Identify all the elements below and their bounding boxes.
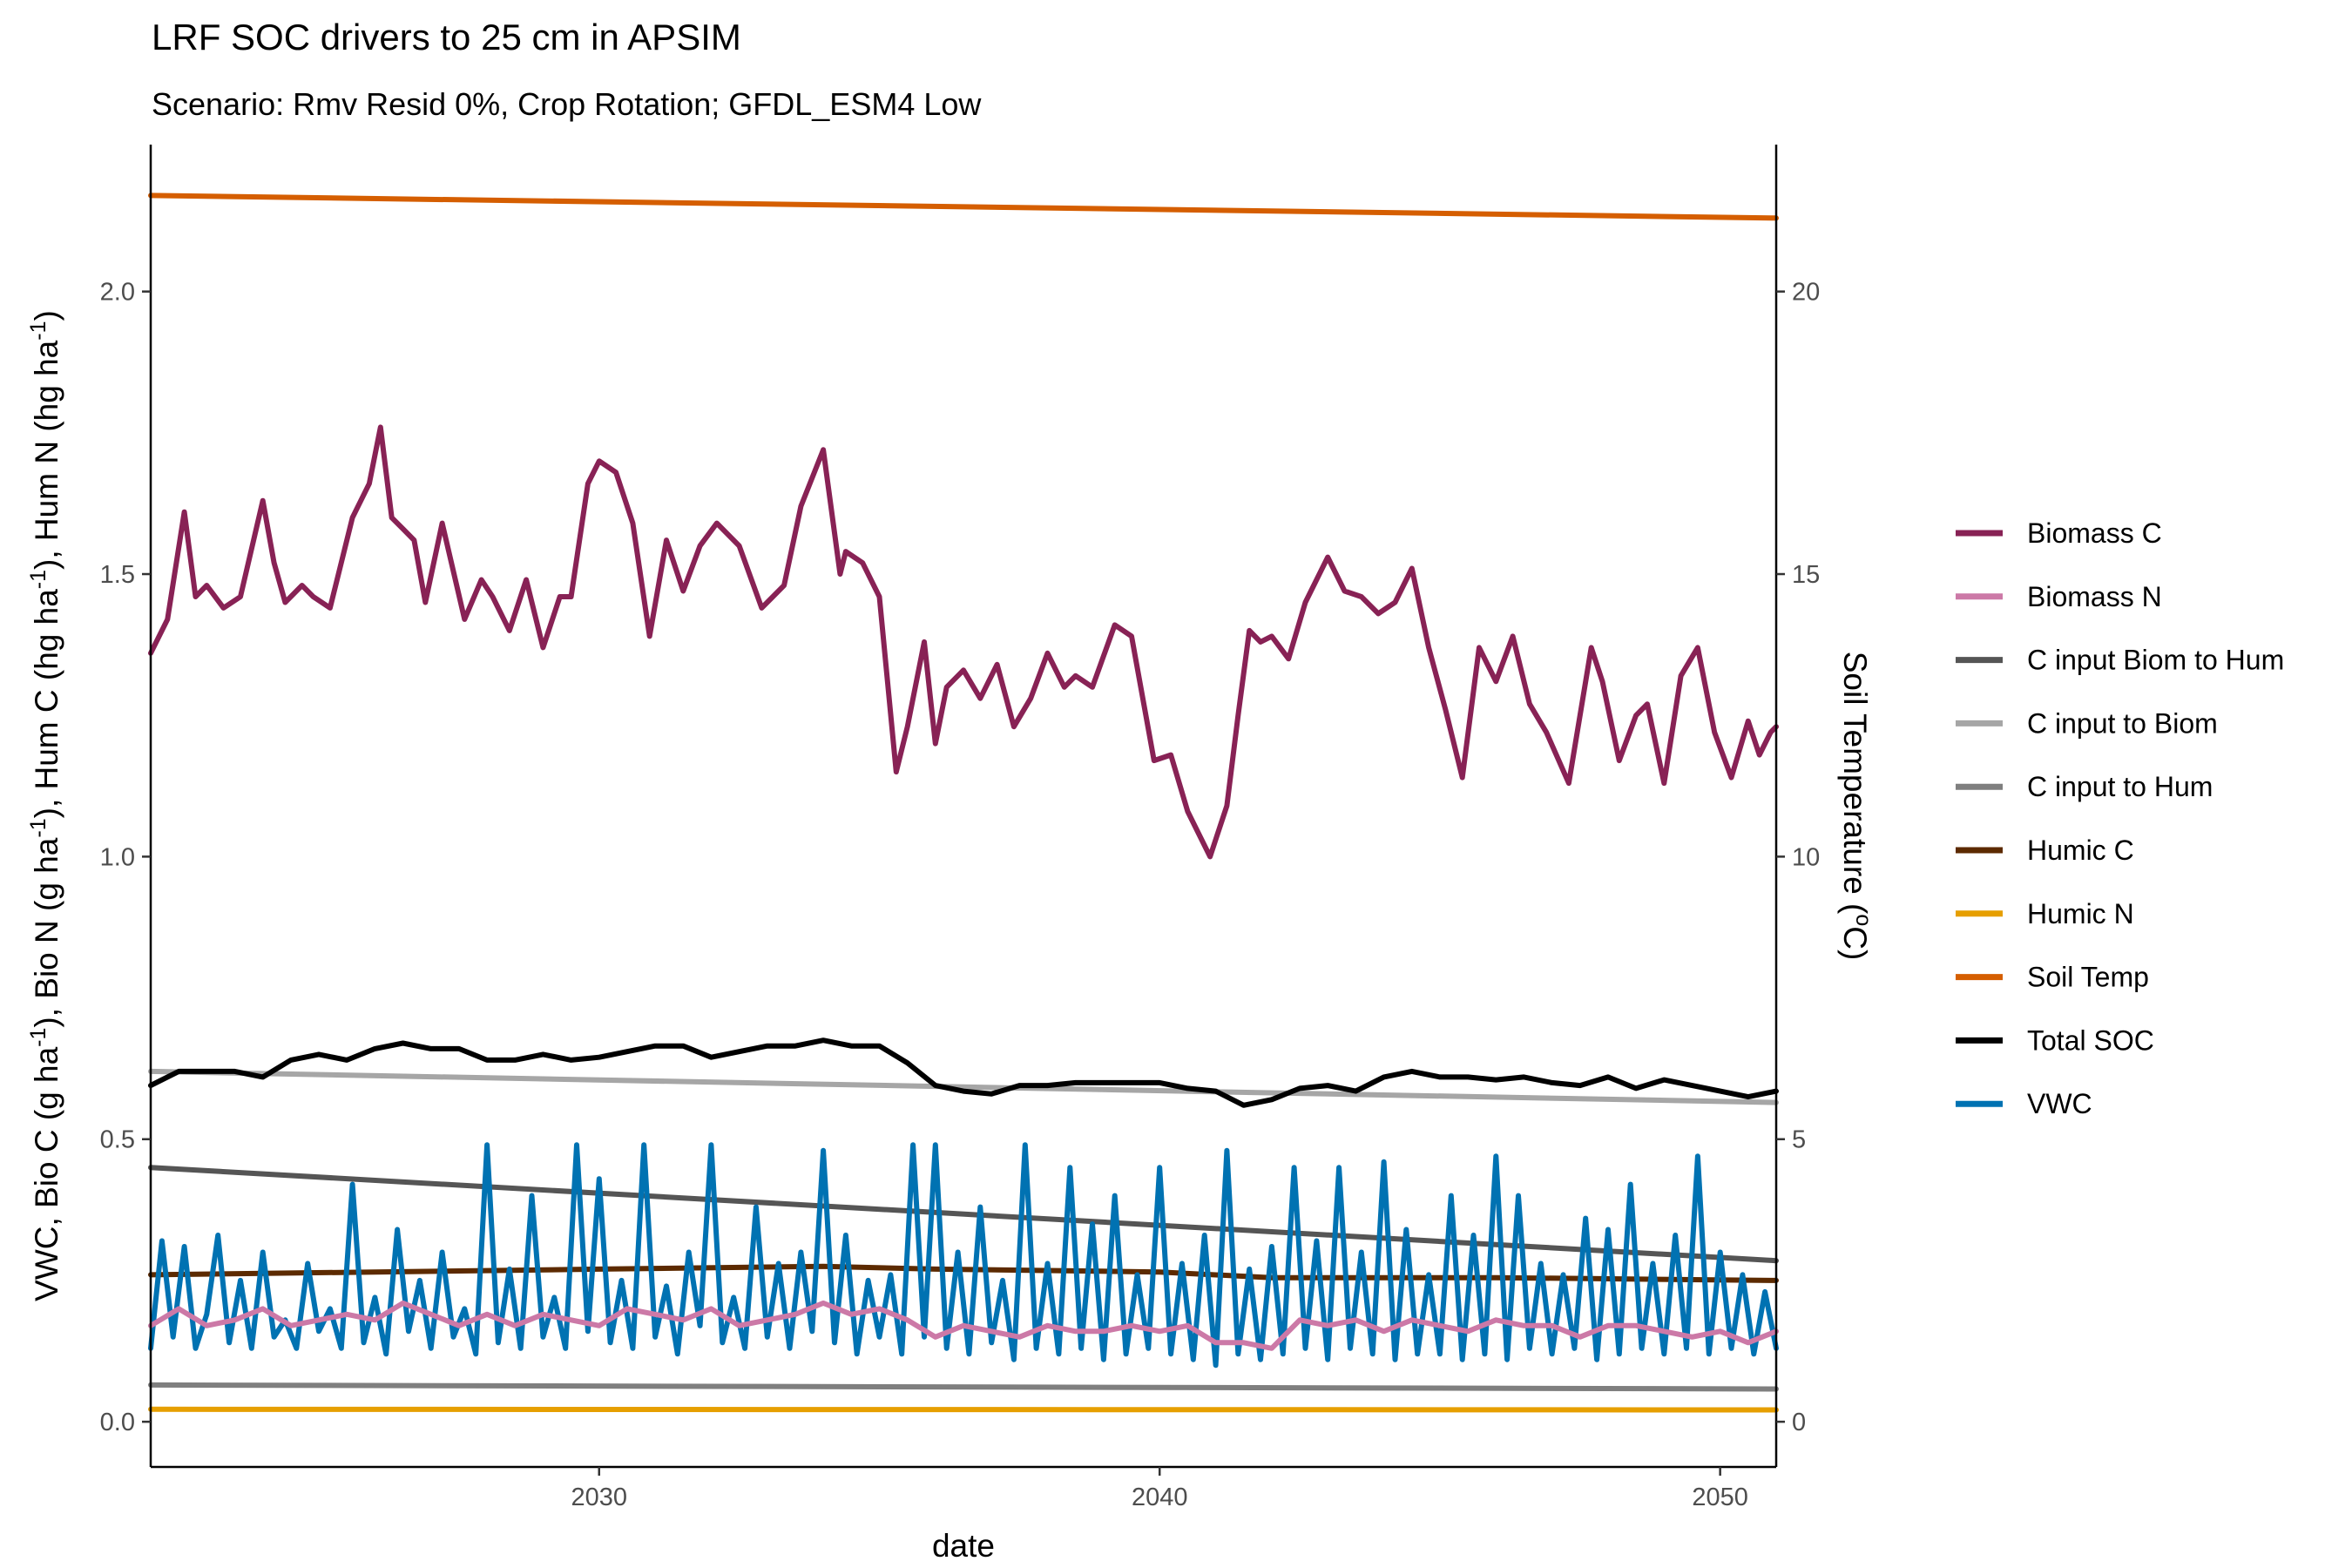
x-tick-label: 2050 — [1692, 1484, 1748, 1511]
legend: Biomass C Biomass N C input Biom to Hum C i… — [1956, 517, 2284, 1119]
left-axis-title-sup-2: -1 — [26, 818, 51, 837]
left-tick-label: 2.0 — [100, 279, 135, 307]
left-axis-title-part-1: VWC, Bio C (g ha — [29, 1046, 64, 1301]
right-axis-title: Soil Temperature (oC) — [1837, 652, 1876, 961]
left-axis-title-sup-3: -1 — [26, 570, 51, 589]
legend-label-c-input-to-hum: C input to Hum — [2027, 771, 2213, 802]
left-axis-title: VWC, Bio C (g ha-1), Bio N (g ha-1), Hum… — [26, 310, 64, 1301]
right-axis-title-sup: o — [1851, 914, 1876, 926]
x-tick-label: 2030 — [571, 1484, 628, 1511]
right-tick-label: 20 — [1792, 279, 1820, 307]
series-line-humic-n — [148, 1406, 1779, 1413]
legend-label-biomass-n: Biomass N — [2027, 581, 2162, 612]
legend-label-vwc: VWC — [2027, 1088, 2092, 1119]
series-line-c-input-to-biom — [148, 1068, 1779, 1105]
left-axis-title-part-3: ), Hum C (hg ha — [29, 589, 64, 819]
series-line-c-input-to-hum — [148, 1382, 1779, 1392]
plot-area — [148, 193, 1779, 1413]
legend-label-humic-n: Humic N — [2027, 898, 2134, 929]
series-line-vwc — [148, 1142, 1779, 1369]
right-axis-ticks: 0 5 10 15 20 — [1776, 279, 1820, 1436]
legend-label-soil-temp: Soil Temp — [2027, 962, 2149, 993]
legend-label-total-soc: Total SOC — [2027, 1024, 2154, 1056]
series-line-biomass-n — [148, 1300, 1779, 1351]
left-axis-title-part-2: ), Bio N (g ha — [29, 837, 64, 1027]
series-line-biomass-c — [148, 424, 1779, 860]
chart-subtitle: Scenario: Rmv Resid 0%, Crop Rotation; G… — [152, 86, 982, 122]
legend-label-humic-c: Humic C — [2027, 835, 2134, 866]
right-tick-label: 5 — [1792, 1126, 1806, 1154]
left-tick-label: 1.0 — [100, 843, 135, 871]
left-axis-title-sup-1: -1 — [26, 1028, 51, 1047]
right-tick-label: 10 — [1792, 843, 1820, 871]
left-tick-label: 0.5 — [100, 1126, 135, 1154]
x-axis-title: date — [932, 1528, 995, 1564]
left-axis-ticks: 0.0 0.5 1.0 1.5 2.0 — [100, 279, 151, 1436]
right-tick-label: 0 — [1792, 1409, 1806, 1436]
legend-label-biomass-c: Biomass C — [2027, 517, 2162, 549]
left-tick-label: 1.5 — [100, 561, 135, 589]
right-tick-label: 15 — [1792, 561, 1820, 589]
right-axis-title-part-1: Soil Temperature ( — [1837, 652, 1873, 915]
series-line-c-input-biom-to-hum — [148, 1165, 1779, 1264]
right-axis-title-part-2: C) — [1837, 926, 1873, 960]
x-axis-ticks: 2030 2040 2050 — [571, 1467, 1748, 1511]
x-tick-label: 2040 — [1132, 1484, 1188, 1511]
left-axis-title-sup-4: -1 — [26, 321, 51, 341]
legend-label-c-input-to-biom: C input to Biom — [2027, 707, 2218, 739]
series-line-total-soc — [148, 1037, 1779, 1108]
series-line-humic-c — [148, 1263, 1779, 1283]
series-line-soil-temp — [148, 193, 1779, 221]
legend-label-c-input-biom-to-hum: C input Biom to Hum — [2027, 645, 2284, 676]
chart-title: LRF SOC drivers to 25 cm in APSIM — [152, 17, 741, 57]
left-axis-title-part-5: ) — [29, 310, 64, 321]
left-axis-title-part-4: ), Hum N (hg ha — [29, 340, 64, 570]
left-tick-label: 0.0 — [100, 1409, 135, 1436]
